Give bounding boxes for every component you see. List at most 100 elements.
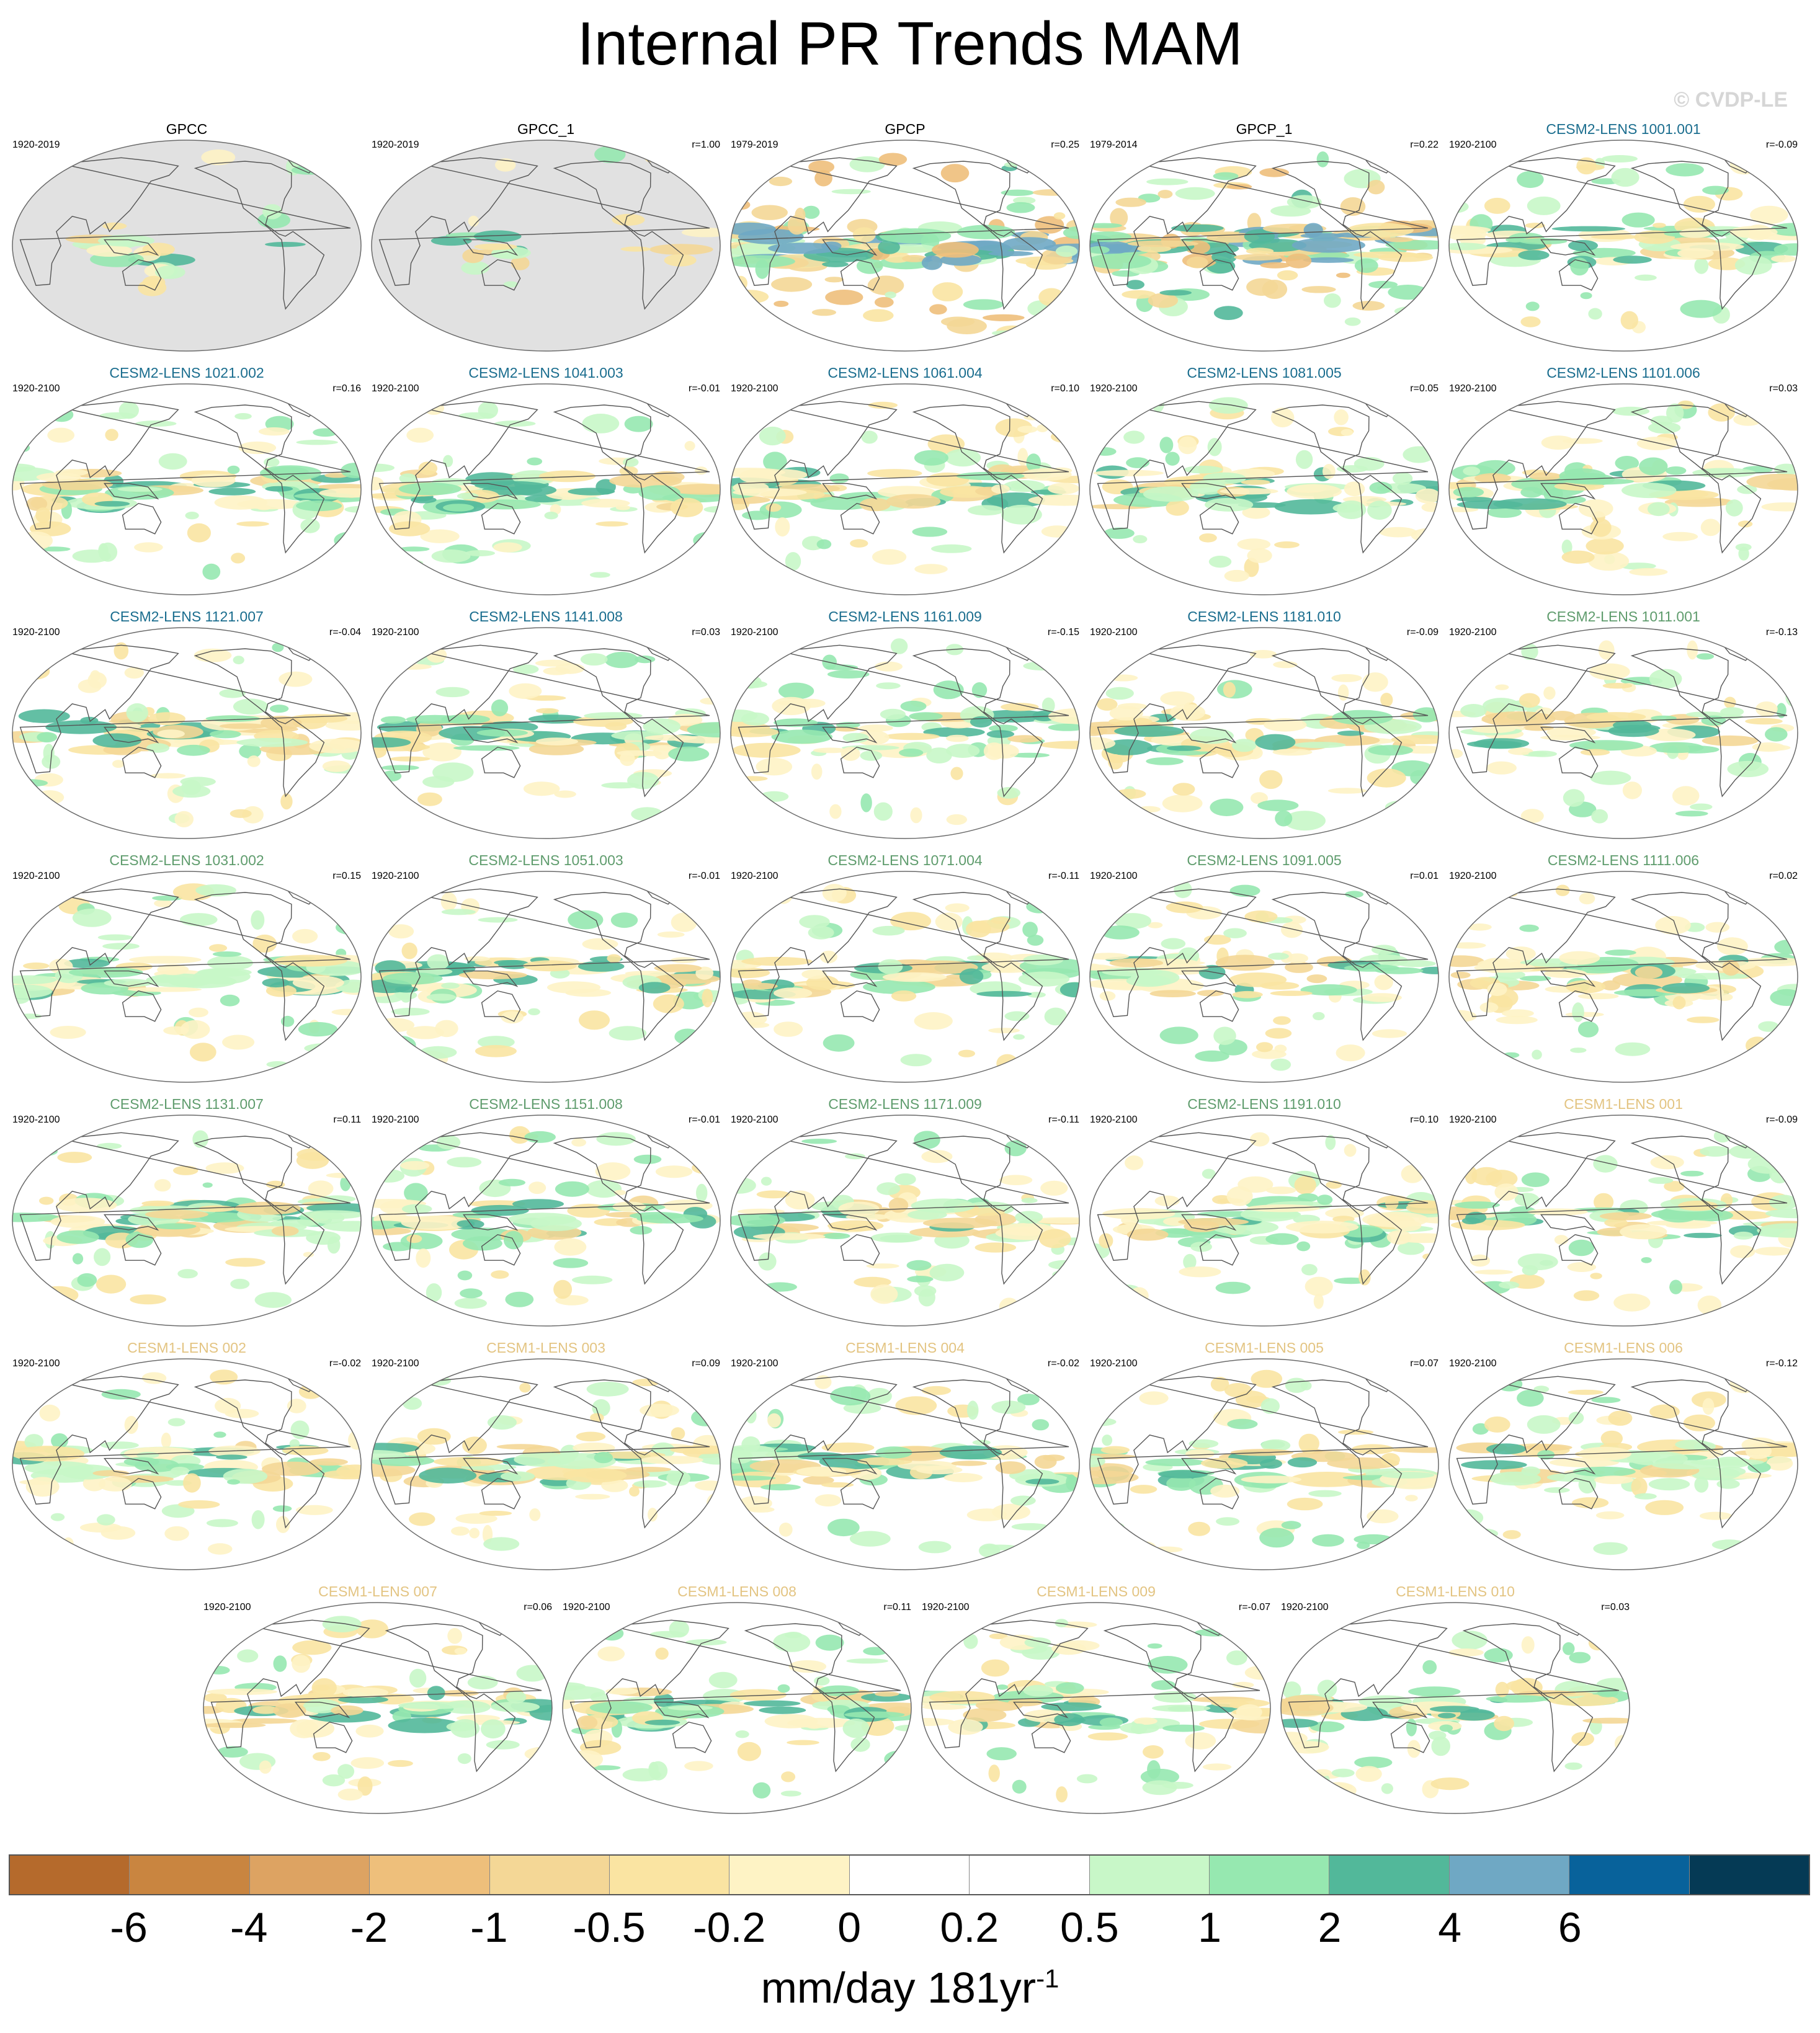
trend-cell bbox=[227, 465, 240, 474]
trend-cell bbox=[777, 1684, 790, 1693]
trend-cell bbox=[657, 931, 685, 938]
trend-cell bbox=[589, 1701, 653, 1714]
trend-cell bbox=[1148, 1656, 1188, 1674]
panel-years: 1979-2014 bbox=[1090, 140, 1138, 150]
trend-cell bbox=[1754, 1247, 1793, 1256]
panel-title: GPCP bbox=[885, 121, 926, 137]
coastline bbox=[103, 239, 159, 256]
trend-cell bbox=[1162, 794, 1203, 812]
trend-cell bbox=[582, 938, 618, 950]
trend-cell bbox=[406, 427, 434, 443]
trend-cell bbox=[731, 222, 776, 236]
coastline bbox=[1540, 239, 1596, 256]
trend-cell bbox=[398, 398, 422, 409]
coastline bbox=[1180, 1457, 1237, 1475]
map-panel: CESM1-LENS 004 1920-2100 r=-0.02 bbox=[726, 1339, 1084, 1575]
coastline bbox=[840, 502, 880, 535]
trend-cell bbox=[129, 956, 202, 964]
trend-cell bbox=[774, 987, 813, 999]
trend-cell bbox=[1750, 205, 1788, 225]
trend-cell bbox=[731, 1475, 776, 1481]
trend-cell bbox=[997, 787, 1020, 799]
trend-cell bbox=[1684, 1232, 1722, 1239]
coastline bbox=[122, 990, 162, 1022]
trend-cell bbox=[1747, 1462, 1771, 1473]
trend-cell bbox=[1040, 741, 1079, 749]
trend-cell bbox=[1022, 922, 1038, 938]
trend-cell bbox=[827, 1518, 860, 1537]
trend-cell bbox=[1358, 1269, 1371, 1286]
trend-cell bbox=[262, 978, 290, 988]
coastline bbox=[912, 892, 1043, 1041]
trend-cell bbox=[1590, 518, 1612, 537]
units-exponent: -1 bbox=[1036, 1964, 1059, 1993]
panel-title: CESM1-LENS 002 bbox=[127, 1340, 246, 1356]
trend-map bbox=[203, 1602, 553, 1814]
trend-cell bbox=[1190, 727, 1234, 744]
trend-cell bbox=[624, 416, 653, 432]
panel-title: CESM2-LENS 1031.002 bbox=[109, 852, 264, 868]
trend-cell bbox=[528, 1008, 540, 1015]
trend-cell bbox=[989, 1633, 1008, 1639]
trend-cell bbox=[261, 716, 302, 731]
trend-cell bbox=[1146, 178, 1189, 185]
trend-cell bbox=[733, 200, 751, 210]
trend-cell bbox=[311, 1678, 337, 1697]
trend-cell bbox=[254, 1292, 292, 1308]
trend-cell bbox=[498, 1178, 525, 1186]
trend-map bbox=[1089, 1114, 1439, 1327]
trend-cell bbox=[844, 1711, 905, 1719]
trend-cell bbox=[859, 497, 891, 512]
trend-cell bbox=[1449, 749, 1463, 758]
trend-cell bbox=[1449, 242, 1487, 251]
map-panel: GPCC 1920-2019 bbox=[7, 120, 366, 356]
trend-cell bbox=[988, 1028, 1020, 1033]
trend-cell bbox=[1148, 293, 1178, 308]
trend-cell bbox=[1021, 1198, 1038, 1204]
trend-cell bbox=[1406, 1201, 1439, 1214]
trend-cell bbox=[1383, 1372, 1417, 1390]
trend-cell bbox=[554, 1238, 587, 1256]
trend-cell bbox=[945, 448, 981, 467]
trend-cell bbox=[1696, 653, 1715, 660]
trend-cell bbox=[1422, 1253, 1435, 1260]
trend-cell bbox=[322, 1774, 346, 1787]
coastline bbox=[821, 726, 878, 744]
trend-cell bbox=[180, 1020, 210, 1039]
trend-cell bbox=[668, 746, 710, 762]
trend-cell bbox=[1287, 953, 1308, 964]
coastline bbox=[821, 970, 878, 987]
colorbar-bin bbox=[1689, 1856, 1809, 1894]
coastline bbox=[481, 502, 521, 535]
trend-cell bbox=[1386, 1230, 1412, 1245]
trend-cell bbox=[1220, 487, 1278, 495]
trend-cell bbox=[193, 968, 251, 985]
trend-cell bbox=[1053, 212, 1066, 220]
trend-cell bbox=[872, 549, 907, 565]
trend-cell bbox=[1620, 1224, 1667, 1240]
trend-cell bbox=[447, 1628, 462, 1644]
trend-cell bbox=[1003, 480, 1045, 492]
trend-cell bbox=[1385, 240, 1439, 250]
trend-cell bbox=[1519, 238, 1568, 245]
trend-cell bbox=[461, 261, 489, 275]
trend-map bbox=[1280, 1602, 1630, 1814]
trend-cell bbox=[821, 1482, 854, 1488]
trend-cell bbox=[1226, 1650, 1247, 1666]
trend-cell bbox=[731, 255, 795, 268]
trend-cell bbox=[1639, 457, 1668, 476]
trend-cell bbox=[1216, 1517, 1240, 1526]
trend-cell bbox=[649, 1630, 686, 1638]
trend-cell bbox=[98, 543, 109, 558]
trend-cell bbox=[1285, 1221, 1359, 1234]
trend-cell bbox=[1672, 786, 1700, 806]
trend-cell bbox=[1109, 706, 1143, 721]
trend-cell bbox=[1043, 166, 1065, 176]
trend-cell bbox=[283, 140, 314, 158]
trend-cell bbox=[601, 1479, 628, 1492]
map-border bbox=[1089, 871, 1439, 1083]
trend-cell bbox=[1175, 187, 1215, 200]
trend-cell bbox=[867, 275, 904, 295]
trend-cell bbox=[1367, 768, 1406, 788]
trend-cell bbox=[882, 972, 947, 982]
